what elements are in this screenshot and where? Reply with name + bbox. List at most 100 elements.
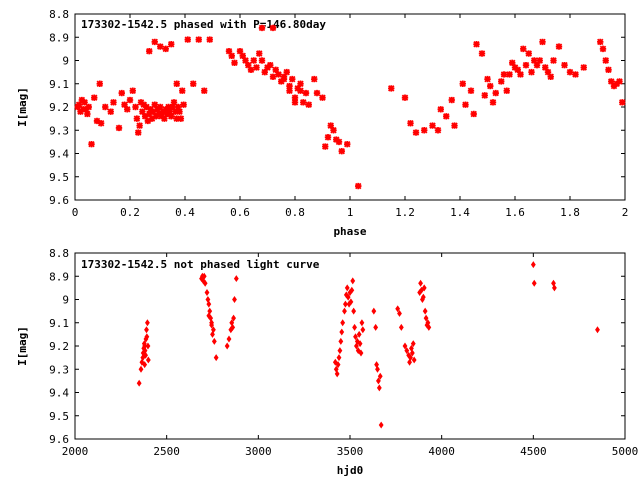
data-point <box>378 421 384 429</box>
data-point <box>201 87 208 94</box>
data-point <box>342 307 347 315</box>
data-point <box>139 358 145 366</box>
data-point <box>283 68 290 76</box>
y-tick-label: 8.9 <box>49 31 69 44</box>
data-point <box>401 94 409 101</box>
data-point <box>550 57 557 64</box>
data-point <box>336 354 342 362</box>
data-point <box>300 99 307 106</box>
data-point <box>126 96 134 104</box>
data-point <box>206 36 213 43</box>
y-tick-label: 9.6 <box>49 194 69 207</box>
data-point <box>514 66 521 74</box>
x-tick-label: 2000 <box>62 445 89 458</box>
data-point <box>176 108 183 115</box>
x-tick-label: 2500 <box>153 445 180 458</box>
data-point <box>337 347 343 355</box>
data-point <box>351 307 357 315</box>
data-point <box>168 113 175 120</box>
data-point <box>489 99 497 106</box>
data-point <box>250 57 257 64</box>
x-tick-label: 0.2 <box>120 206 140 219</box>
data-point <box>517 71 524 78</box>
data-point <box>97 120 105 127</box>
data-point <box>169 103 176 111</box>
data-point <box>118 89 125 97</box>
data-point <box>195 36 202 43</box>
data-point <box>619 99 626 106</box>
data-point <box>355 347 361 355</box>
data-point <box>291 99 299 106</box>
data-point <box>599 45 607 53</box>
x-axis-label: hjd0 <box>337 464 364 477</box>
data-point <box>343 300 348 308</box>
x-tick-label: 0 <box>72 206 79 219</box>
data-point <box>478 50 486 57</box>
data-point <box>530 261 536 269</box>
data-point <box>522 61 530 69</box>
data-point <box>258 57 266 64</box>
x-tick-label: 4500 <box>520 445 547 458</box>
y-tick-label: 9.6 <box>49 433 69 446</box>
data-point <box>286 87 293 94</box>
data-point <box>280 73 288 81</box>
data-point <box>85 103 92 111</box>
data-point <box>124 106 131 113</box>
data-point <box>144 117 152 125</box>
data-point <box>520 45 527 53</box>
data-point <box>297 80 304 87</box>
data-point <box>339 328 345 336</box>
data-point <box>269 24 277 32</box>
data-point <box>258 24 266 32</box>
x-tick-label: 3000 <box>245 445 272 458</box>
data-point <box>419 286 424 294</box>
data-point <box>422 307 428 315</box>
data-point <box>404 347 410 355</box>
data-point <box>133 115 141 122</box>
data-point <box>138 365 144 373</box>
y-axis-label: I[mag] <box>16 87 29 127</box>
x-tick-label: 0.8 <box>285 206 305 219</box>
data-point <box>313 89 321 97</box>
data-point <box>146 110 153 118</box>
data-point <box>354 342 359 350</box>
data-point <box>242 57 249 64</box>
data-point <box>434 127 442 134</box>
data-point <box>355 182 362 190</box>
y-tick-label: 9 <box>62 55 69 68</box>
y-tick-label: 9.3 <box>49 363 69 376</box>
data-point <box>206 300 212 308</box>
data-point <box>423 314 429 322</box>
data-point <box>462 101 469 108</box>
data-point <box>332 358 338 366</box>
data-point <box>84 110 91 118</box>
data-point <box>407 120 414 127</box>
data-point <box>484 75 491 83</box>
data-point <box>509 59 516 67</box>
data-point <box>580 64 587 71</box>
data-point <box>421 127 428 134</box>
x-tick-label: 2 <box>622 206 629 219</box>
data-point <box>498 78 505 85</box>
data-point <box>173 80 180 87</box>
data-point <box>335 361 341 369</box>
data-point <box>213 354 219 362</box>
data-point <box>139 108 146 115</box>
y-ticks: 8.8 8.9 9 9.1 9.2 9.3 9.4 9.5 9.6 <box>49 8 625 207</box>
data-point <box>190 80 197 87</box>
data-point <box>358 349 364 357</box>
data-point <box>291 94 299 101</box>
data-point <box>151 101 158 108</box>
data-point <box>322 143 329 150</box>
data-point <box>135 129 142 136</box>
y-tick-label: 9 <box>62 294 69 307</box>
data-point <box>467 87 475 94</box>
data-point <box>272 66 279 74</box>
data-point <box>595 326 600 334</box>
data-point <box>145 342 151 350</box>
data-point <box>136 122 143 129</box>
data-point <box>144 333 150 341</box>
y-tick-label: 8.8 <box>49 8 69 21</box>
data-point <box>231 314 236 322</box>
data-point <box>338 337 344 345</box>
